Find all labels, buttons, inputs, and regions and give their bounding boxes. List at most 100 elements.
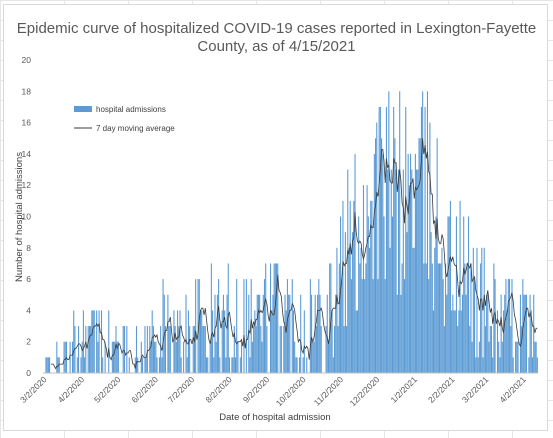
y-tick-label: 18 (22, 86, 32, 96)
admission-bar (224, 310, 226, 373)
admission-bar (168, 326, 170, 373)
admission-bar (424, 106, 426, 373)
admission-bar (329, 263, 331, 373)
admission-bar (536, 357, 538, 373)
admission-bar (239, 357, 241, 373)
admission-bar (505, 279, 507, 373)
admission-bar (259, 294, 261, 373)
admission-bar (516, 341, 518, 373)
admission-bar (231, 357, 233, 373)
admission-bar (134, 357, 136, 373)
admission-bar (361, 279, 363, 373)
admission-bar (446, 294, 448, 373)
admission-bar (523, 294, 525, 373)
admission-bar (174, 326, 176, 373)
admission-bar (425, 263, 427, 373)
y-tick-label: 0 (26, 368, 31, 378)
admission-bar (535, 341, 537, 373)
admission-bar (436, 138, 438, 373)
admission-bar (213, 357, 215, 373)
moving-average-group (50, 138, 538, 370)
admission-bar (63, 341, 65, 373)
admission-bar (167, 294, 169, 373)
admission-bar (160, 326, 162, 373)
admission-bar (177, 310, 179, 373)
admission-bar (504, 294, 506, 373)
admission-bar (475, 357, 477, 373)
admission-bar (210, 263, 212, 373)
admission-bar (74, 326, 76, 373)
admission-bar (296, 357, 298, 373)
admission-bar (313, 341, 315, 373)
admission-bar (531, 357, 534, 373)
admission-bar (192, 326, 194, 373)
admission-bar (460, 310, 462, 373)
admission-bar (104, 341, 106, 373)
admission-bar (397, 169, 400, 373)
admission-bar (528, 357, 530, 373)
admission-bar (365, 263, 367, 373)
x-tick-label: 3/2/2021 (460, 374, 491, 405)
admission-bar (348, 247, 350, 373)
admission-bar (362, 185, 365, 373)
admission-bar (116, 341, 118, 373)
admission-bar (319, 294, 321, 373)
admission-bar (356, 310, 358, 373)
admission-bar (207, 357, 209, 373)
admission-bar (311, 294, 313, 373)
admission-bar (123, 326, 125, 373)
admission-bar (418, 138, 420, 373)
admission-bar (102, 357, 104, 373)
admission-bar (487, 294, 489, 373)
admission-bar (457, 326, 459, 373)
admission-bar (115, 326, 117, 373)
admission-bar (401, 263, 403, 373)
admission-bar (467, 216, 470, 373)
admission-bar (303, 310, 305, 373)
admission-bar (375, 138, 377, 373)
admission-bar (175, 341, 177, 373)
admission-bar (155, 341, 157, 373)
admission-bar (343, 326, 345, 373)
admission-bar (91, 310, 93, 373)
admission-bar (373, 153, 375, 373)
admission-bar (506, 310, 508, 373)
admission-bar (338, 263, 340, 373)
legend-label-moving-average: 7 day moving average (96, 124, 175, 133)
admission-bar (234, 357, 237, 373)
admission-bar (173, 310, 175, 373)
admission-bar (113, 341, 115, 373)
admission-bar (108, 310, 110, 373)
admission-bar (399, 91, 401, 374)
admission-bar (426, 91, 429, 374)
admission-bar (76, 357, 78, 373)
admission-bar (483, 247, 485, 373)
admission-bar (414, 153, 416, 373)
admission-bar (498, 341, 500, 373)
admission-bar (336, 247, 338, 373)
admission-bar (525, 294, 528, 373)
admission-bar (381, 138, 383, 373)
x-tick-label: 9/2/2020 (241, 374, 272, 405)
y-tick-label: 6 (26, 274, 31, 284)
admission-bar (212, 310, 214, 373)
admission-bar (269, 263, 272, 373)
admission-bar (273, 263, 275, 373)
admission-bar (366, 185, 368, 373)
x-tick-label: 5/2/2020 (92, 374, 123, 405)
admission-bar (256, 294, 258, 373)
admission-bar (122, 326, 124, 373)
admission-bar (265, 263, 267, 373)
y-tick-label: 14 (22, 149, 32, 159)
admission-bar (205, 357, 208, 373)
admission-bar (466, 263, 468, 373)
admission-bar (215, 341, 217, 373)
legend: hospital admissions 7 day moving average (74, 105, 175, 133)
admission-bar (331, 310, 333, 373)
admission-bar (253, 326, 255, 373)
admission-bar (285, 310, 287, 373)
admission-bar (507, 279, 509, 373)
x-tick-label: 6/2/2020 (129, 374, 160, 405)
admission-bar (480, 263, 482, 373)
admission-bar (393, 106, 395, 373)
